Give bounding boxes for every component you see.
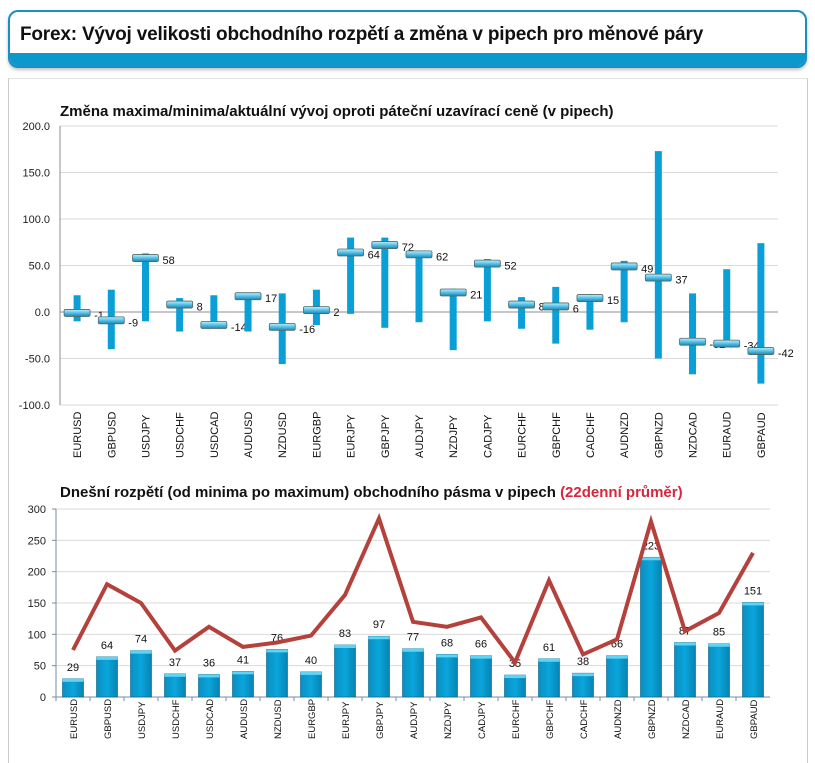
data-label: 62 <box>436 251 448 263</box>
range-bar <box>620 260 628 323</box>
data-label: -16 <box>299 324 315 336</box>
x-tick-label: AUDJPY <box>414 414 426 458</box>
high-low-chart: 200.0 150.0 100.0 50.0 0.0 -50.0 -100.0 -1 EURUS… <box>19 121 794 458</box>
data-label: 64 <box>368 249 380 261</box>
x-tick-label: GBPNZD <box>653 412 665 458</box>
current-marker <box>63 309 91 317</box>
data-label: 2 <box>333 307 339 319</box>
current-marker <box>576 294 604 302</box>
range-bar <box>176 298 184 332</box>
range-bar <box>449 288 457 351</box>
page-title: Forex: Vývoj velikosti obchodního rozpět… <box>20 24 704 45</box>
x-tick-label: GBPAUD <box>756 412 768 458</box>
current-marker <box>747 347 775 355</box>
x-tick-label: GBPJPY <box>380 414 392 458</box>
x-tick-label: EURGBP <box>311 412 323 458</box>
range-bar <box>483 258 491 322</box>
x-tick-label: NZDUSD <box>277 412 289 458</box>
range-bar <box>586 294 594 330</box>
x-tick-label: GBPUSD <box>106 411 118 458</box>
data-label: 49 <box>641 263 653 275</box>
y-tick-label: 50.0 <box>29 261 50 273</box>
data-label: 52 <box>504 261 516 273</box>
range-bar <box>654 151 662 359</box>
data-label: -9 <box>128 317 138 329</box>
x-tick-label: AUDUSD <box>243 411 255 458</box>
current-marker <box>679 337 706 346</box>
data-label: 58 <box>162 255 174 267</box>
current-marker <box>132 254 159 262</box>
range-bar <box>381 237 389 328</box>
y-tick-label: -50.0 <box>25 354 50 366</box>
current-marker <box>610 262 638 271</box>
data-label: -1 <box>94 310 104 322</box>
y-tick-label: -100.0 <box>19 400 50 412</box>
data-label: 15 <box>607 295 619 307</box>
current-marker <box>508 300 535 309</box>
x-tick-label: EURCHF <box>517 412 529 458</box>
current-marker <box>371 241 399 249</box>
current-marker <box>542 302 570 311</box>
x-tick-label: NZDJPY <box>448 415 460 458</box>
chart2-title-main: Dnešní rozpětí (od minima po maximum) ob… <box>60 484 556 501</box>
range-bar <box>210 295 218 327</box>
x-tick-label: CADJPY <box>482 414 494 458</box>
header-accent-band <box>10 53 805 66</box>
range-bar <box>347 237 355 314</box>
x-tick-label: AUDNZD <box>619 412 631 458</box>
data-label: 37 <box>675 275 687 287</box>
current-marker <box>644 273 672 282</box>
y-tick-label: 0.0 <box>35 307 50 319</box>
chart2-title-highlight: (22denní průměr) <box>560 484 683 501</box>
charts-panel <box>8 78 808 763</box>
range-bar <box>757 243 765 384</box>
current-marker <box>337 248 365 257</box>
current-marker <box>439 288 467 297</box>
x-tick-label: EURAUD <box>722 411 734 458</box>
x-tick-label: GBPCHF <box>551 412 563 458</box>
range-bar <box>723 269 731 347</box>
range-bar <box>244 294 252 332</box>
y-tick-label: 200.0 <box>22 121 50 133</box>
current-marker <box>713 339 741 348</box>
data-label: -42 <box>778 348 794 360</box>
current-marker <box>473 259 501 268</box>
range-bar <box>415 253 423 323</box>
range-bar <box>141 253 149 322</box>
x-tick-label: USDCHF <box>175 412 187 458</box>
chart1-title: Změna maxima/minima/aktuální vývoj oprot… <box>60 103 614 120</box>
range-bar <box>73 295 81 322</box>
x-tick-label: CADCHF <box>585 412 597 458</box>
current-marker <box>234 292 262 301</box>
data-label: 8 <box>197 302 203 314</box>
y-tick-label: 100.0 <box>22 214 50 226</box>
x-tick-label: EURUSD <box>72 411 84 458</box>
x-tick-label: USDCAD <box>209 411 221 458</box>
chart2-title: Dnešní rozpětí (od minima po maximum) ob… <box>60 484 683 501</box>
current-marker <box>200 321 228 329</box>
current-marker <box>405 250 433 259</box>
current-marker <box>268 322 296 331</box>
x-tick-label: NZDCAD <box>688 412 700 458</box>
data-label: 21 <box>470 289 482 301</box>
current-marker <box>303 306 330 315</box>
range-bar <box>518 297 526 329</box>
data-label: 17 <box>265 293 277 305</box>
range-bar <box>689 293 697 375</box>
page-header: Forex: Vývoj velikosti obchodního rozpět… <box>8 10 807 68</box>
data-label: 8 <box>539 302 545 314</box>
y-tick-label: 150.0 <box>22 168 50 180</box>
x-tick-label: USDJPY <box>140 414 152 458</box>
x-tick-label: EURJPY <box>346 414 358 458</box>
data-label: 6 <box>573 303 579 315</box>
current-marker <box>166 300 194 309</box>
current-marker <box>97 316 125 325</box>
data-label: -14 <box>231 322 247 334</box>
range-bar <box>552 286 560 344</box>
